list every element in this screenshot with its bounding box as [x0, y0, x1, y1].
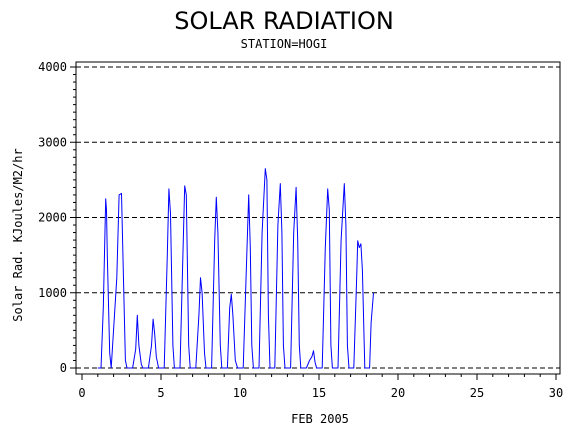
y-tick-label: 4000: [38, 60, 67, 74]
x-tick-label: 10: [233, 386, 247, 400]
y-tick-label: 2000: [38, 211, 67, 225]
x-tick-label: 20: [391, 386, 405, 400]
chart-title: SOLAR RADIATION: [174, 7, 394, 35]
x-axis-ticks: 0 5 10 15 20 25 30: [78, 374, 563, 400]
grid-lines: [76, 66, 560, 369]
x-tick-label: 30: [549, 386, 563, 400]
series-line-0: [97, 168, 374, 369]
y-tick-label: 1000: [38, 286, 67, 300]
series-group: [97, 168, 374, 369]
x-tick-label: 25: [470, 386, 484, 400]
x-tick-label: 15: [312, 386, 326, 400]
chart-subtitle: STATION=HOGI: [241, 37, 328, 51]
x-tick-label: 0: [78, 386, 85, 400]
y-axis-ticks: 0 1000 2000 3000 4000: [38, 60, 76, 375]
x-axis-label: FEB 2005: [291, 412, 349, 426]
y-axis-label: Solar Rad. KJoules/M2/hr: [11, 148, 25, 321]
y-tick-label: 0: [60, 361, 67, 375]
y-tick-label: 3000: [38, 135, 67, 149]
x-tick-label: 5: [157, 386, 164, 400]
